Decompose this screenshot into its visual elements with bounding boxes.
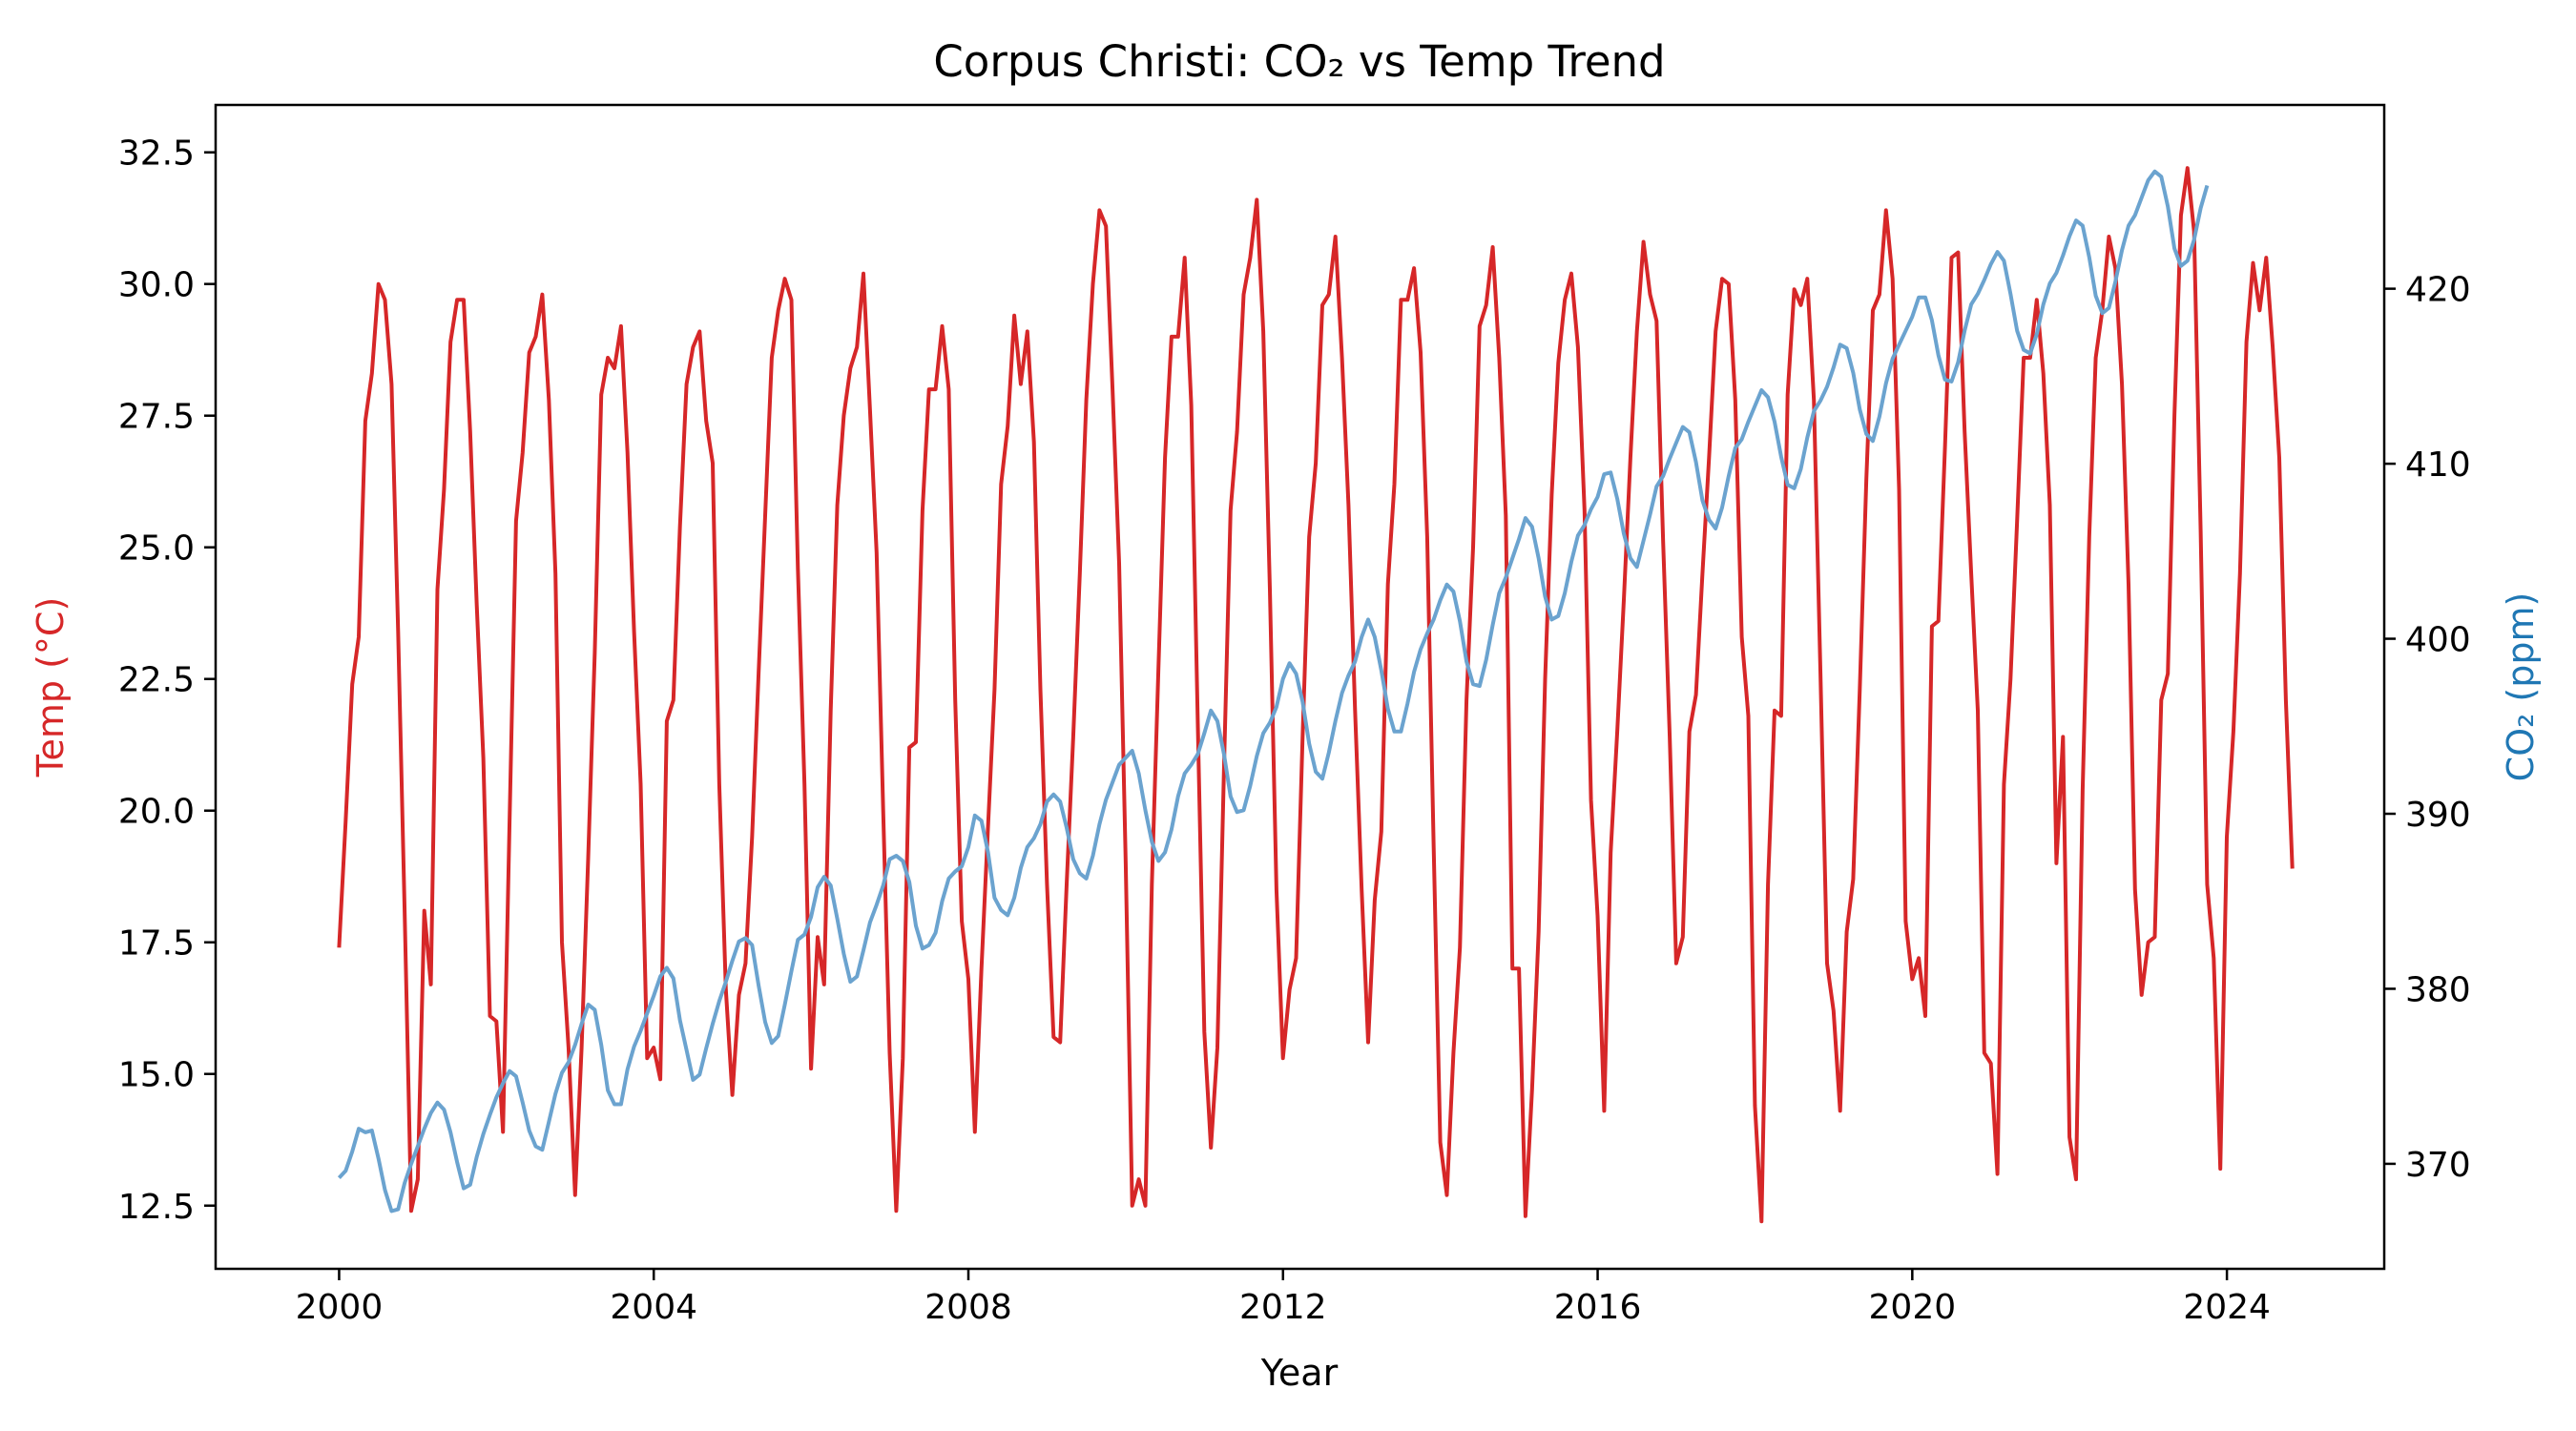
x-tick-label: 2008	[924, 1288, 1012, 1327]
series-layer	[337, 166, 2295, 1224]
x-tick-label: 2000	[296, 1288, 384, 1327]
chart-title: Corpus Christi: CO₂ vs Temp Trend	[933, 36, 1665, 87]
plot-frame	[214, 103, 2386, 1271]
x-axis-title: Year	[1260, 1352, 1339, 1394]
y-right-tick-label: 380	[2405, 970, 2471, 1009]
temp-series-line	[337, 166, 2295, 1224]
y-right-tick-label: 400	[2405, 621, 2471, 660]
y-left-axis-title: Temp (°C)	[30, 597, 72, 778]
x-tick-label: 2024	[2183, 1288, 2271, 1327]
y-left-tick-label: 25.0	[118, 529, 195, 569]
y-left-tick-label: 12.5	[118, 1188, 195, 1227]
x-tick-label: 2020	[1869, 1288, 1957, 1327]
x-tick-label: 2004	[610, 1288, 697, 1327]
y-left-tick-label: 20.0	[118, 793, 195, 832]
y-right-tick-label: 370	[2405, 1146, 2471, 1185]
y-left-tick-label: 32.5	[118, 135, 195, 174]
y-right-tick-label: 420	[2405, 271, 2471, 310]
x-tick-label: 2012	[1239, 1288, 1327, 1327]
x-tick-label: 2016	[1554, 1288, 1642, 1327]
y-left-tick-label: 30.0	[118, 266, 195, 305]
y-right-tick-label: 390	[2405, 796, 2471, 835]
y-right-axis-title: CO₂ (ppm)	[2500, 592, 2542, 782]
ticks-layer: 2000 2004 2008 2012 2016 2020 2024 12.5 15.0 17.5…	[118, 135, 2471, 1327]
y-left-tick-label: 15.0	[118, 1056, 195, 1095]
y-left-tick-label: 17.5	[118, 924, 195, 964]
y-right-tick-label: 410	[2405, 446, 2471, 485]
y-left-tick-label: 27.5	[118, 398, 195, 437]
co2-series-line	[337, 169, 2210, 1213]
y-left-tick-label: 22.5	[118, 661, 195, 700]
